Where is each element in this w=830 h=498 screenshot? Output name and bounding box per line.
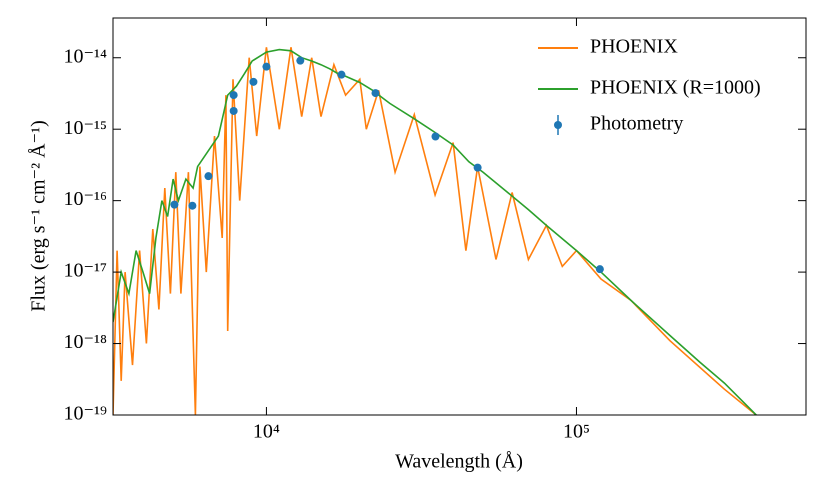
x-axis-label: Wavelength (Å): [395, 451, 523, 473]
legend-label: Photometry: [590, 113, 683, 135]
y-tick-label: 10⁻¹⁶: [63, 188, 107, 210]
photometry-point: [204, 172, 213, 181]
x-tick-label: 10⁵: [563, 421, 590, 443]
y-tick-label: 10⁻¹⁴: [63, 45, 107, 67]
legend-label: PHOENIX (R=1000): [590, 77, 761, 99]
plot-area: [113, 47, 757, 415]
photometry-point: [229, 91, 238, 100]
photometry-point: [296, 56, 305, 65]
photometry-point: [229, 106, 238, 115]
photometry-point: [431, 132, 440, 141]
x-tick-label: 10⁴: [253, 421, 280, 443]
photometry-point: [337, 70, 346, 79]
photometry-point: [249, 77, 258, 86]
photometry-point: [473, 163, 482, 172]
series-line: [113, 47, 757, 415]
photometry-point: [188, 201, 197, 210]
legend-label: PHOENIX: [590, 36, 678, 58]
y-tick-label: 10⁻¹⁸: [63, 331, 107, 353]
photometry-point: [262, 62, 271, 71]
photometry-point: [170, 200, 179, 209]
axes-frame: [112, 17, 807, 416]
y-tick-label: 10⁻¹⁵: [63, 117, 107, 139]
photometry-point: [371, 89, 380, 98]
y-tick-label: 10⁻¹⁷: [63, 260, 107, 282]
photometry-point: [595, 265, 604, 274]
legend-marker: [554, 121, 562, 129]
y-axis-label: Flux (erg s⁻¹ cm⁻² Å⁻¹): [28, 120, 50, 312]
y-tick-label: 10⁻¹⁹: [63, 403, 107, 425]
